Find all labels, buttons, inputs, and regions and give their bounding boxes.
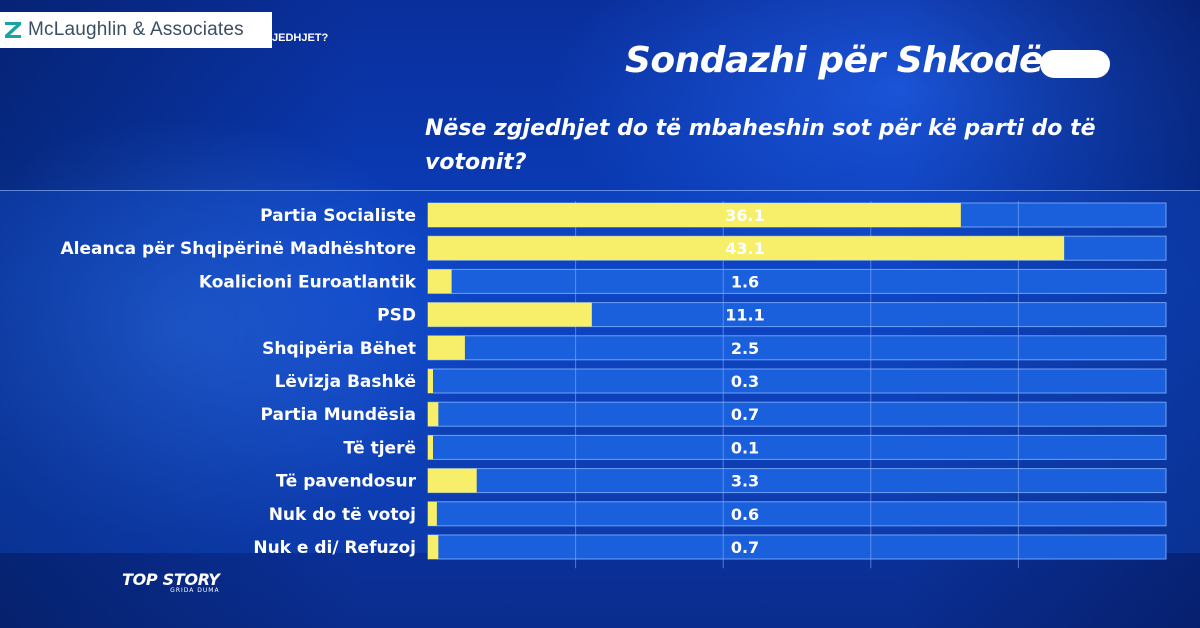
redaction-blob bbox=[1040, 50, 1110, 78]
category-label: Të pavendosur bbox=[276, 472, 417, 492]
value-label: 1.6 bbox=[731, 272, 759, 291]
value-label: 2.5 bbox=[731, 339, 759, 358]
value-label: 43.1 bbox=[725, 239, 764, 258]
value-label: 0.7 bbox=[731, 538, 759, 557]
bar-track bbox=[427, 368, 1167, 394]
category-label: Nuk do të votoj bbox=[269, 505, 416, 525]
category-label: Aleanca për Shqipërinë Madhështore bbox=[61, 239, 417, 259]
category-label: Koalicioni Euroatlantik bbox=[199, 272, 417, 292]
value-label: 0.1 bbox=[731, 438, 759, 457]
page-title: Sondazhi për Shkodën bbox=[625, 40, 1069, 81]
ticker-text: JEDHJET? bbox=[272, 32, 329, 44]
bar-track bbox=[427, 434, 1167, 460]
bar-track bbox=[427, 401, 1167, 427]
value-label: 36.1 bbox=[725, 206, 764, 225]
poll-question: Nëse zgjedhjet do të mbaheshin sot për k… bbox=[425, 116, 1096, 175]
bar bbox=[428, 203, 961, 227]
bar bbox=[428, 369, 433, 393]
value-label: 0.3 bbox=[731, 372, 759, 391]
bar bbox=[428, 335, 465, 360]
watermark-logo: McLaughlin & Associates bbox=[0, 12, 272, 48]
category-label: Të tjerë bbox=[343, 438, 416, 458]
bar-track bbox=[427, 268, 1167, 294]
bar-track bbox=[427, 534, 1167, 560]
bar-track bbox=[427, 335, 1167, 361]
show-logo: TOP STORY GRIDA DUMA bbox=[122, 570, 220, 594]
bar bbox=[428, 535, 439, 559]
category-label: Shqipëria Bëhet bbox=[262, 339, 416, 359]
z-mark-icon bbox=[5, 22, 21, 38]
category-label: Nuk e di/ Refuzoj bbox=[253, 538, 416, 558]
bar bbox=[428, 435, 433, 460]
show-logo-main: TOP STORY bbox=[122, 570, 220, 589]
bar bbox=[428, 236, 1065, 261]
show-logo-sub: GRIDA DUMA bbox=[170, 587, 220, 594]
bar bbox=[428, 501, 437, 526]
bar-track bbox=[427, 501, 1167, 527]
value-label: 11.1 bbox=[725, 306, 764, 325]
bar bbox=[428, 269, 452, 294]
bar bbox=[428, 468, 477, 493]
value-label: 0.6 bbox=[731, 505, 759, 524]
category-label: PSD bbox=[377, 306, 416, 326]
logo-text: McLaughlin & Associates bbox=[28, 19, 244, 40]
category-label: Lëvizja Bashkë bbox=[275, 372, 416, 392]
bar-track bbox=[427, 468, 1167, 494]
bar bbox=[428, 402, 439, 427]
bar bbox=[428, 302, 592, 327]
category-label: Partia Socialiste bbox=[260, 206, 416, 226]
value-label: 0.7 bbox=[731, 405, 759, 424]
category-label: Partia Mundësia bbox=[261, 405, 416, 425]
value-label: 3.3 bbox=[731, 472, 759, 491]
